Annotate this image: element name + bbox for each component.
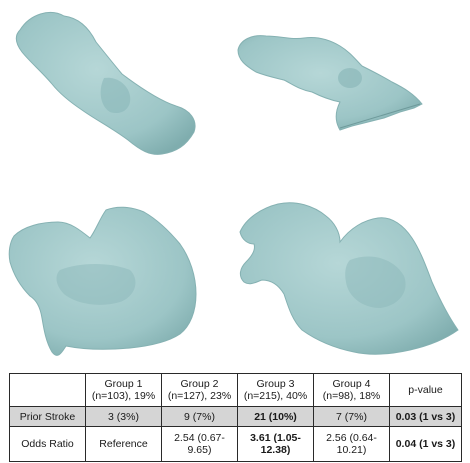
- odds-ratio-group-4: 2.56 (0.64- 10.21): [313, 426, 390, 462]
- header-group-3: Group 3 (n=215), 40%: [237, 373, 314, 407]
- odds-ratio-group-3: 3.61 (1.05- 12.38): [237, 426, 314, 462]
- prior-stroke-group-1: 3 (3%): [85, 406, 162, 427]
- header-group-4: Group 4 (n=98), 18%: [313, 373, 390, 407]
- header-group-1: Group 1 (n=103), 19%: [85, 373, 162, 407]
- appendage-shapes-figure: [8, 12, 459, 356]
- header-pvalue: p-value: [389, 373, 462, 407]
- prior-stroke-group-3: 21 (10%): [237, 406, 314, 427]
- row-label-prior-stroke: Prior Stroke: [9, 406, 86, 427]
- prior-stroke-group-2: 9 (7%): [161, 406, 238, 427]
- table-row-odds-ratio: Odds Ratio Reference 2.54 (0.67- 9.65) 3.…: [9, 426, 462, 462]
- header-group-2: Group 2 (n=127), 23%: [161, 373, 238, 407]
- prior-stroke-pvalue: 0.03 (1 vs 3): [389, 406, 462, 427]
- odds-ratio-group-1: Reference: [85, 426, 162, 462]
- table-row-prior-stroke: Prior Stroke 3 (3%) 9 (7%) 21 (10%) 7 (7…: [9, 406, 462, 427]
- shape-group-2: [237, 35, 423, 131]
- row-label-odds-ratio: Odds Ratio: [9, 426, 86, 462]
- prior-stroke-group-4: 7 (7%): [313, 406, 390, 427]
- odds-ratio-pvalue: 0.04 (1 vs 3): [389, 426, 462, 462]
- table-header-row: Group 1 (n=103), 19% Group 2 (n=127), 23% …: [9, 373, 462, 407]
- header-empty-cell: [9, 373, 86, 407]
- odds-ratio-group-2: 2.54 (0.67- 9.65): [161, 426, 238, 462]
- prior-stroke-table-wrap: Group 1 (n=103), 19% Group 2 (n=127), 23% …: [9, 373, 462, 462]
- prior-stroke-table: Group 1 (n=103), 19% Group 2 (n=127), 23% …: [9, 373, 462, 462]
